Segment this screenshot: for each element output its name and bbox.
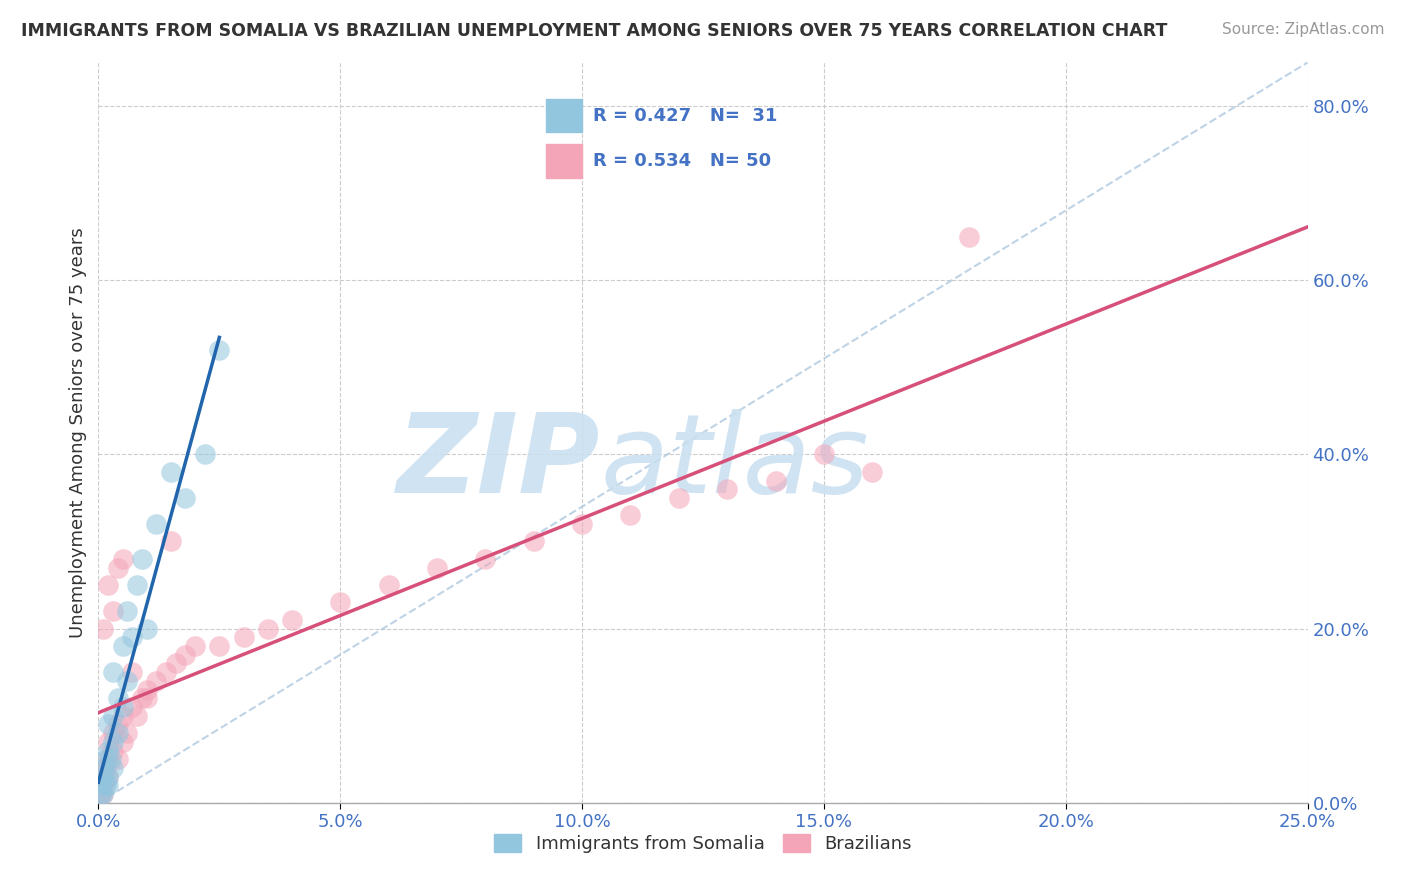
Point (111, 552, 134, 566)
Point (90, 787, 112, 801)
Point (100, 752, 122, 766)
Point (93, 778, 115, 792)
Point (329, 595, 352, 609)
Point (174, 491, 197, 505)
Point (135, 691, 157, 706)
Point (117, 604, 139, 618)
Point (97, 770, 120, 784)
Point (716, 482, 738, 496)
Point (91, 770, 114, 784)
Point (377, 578, 399, 592)
Point (813, 447, 835, 461)
Point (94, 778, 117, 792)
Point (117, 726, 139, 740)
Point (208, 343, 231, 357)
Point (97, 735, 120, 749)
Point (160, 534, 183, 549)
Point (94, 752, 117, 766)
Point (101, 743, 124, 757)
Point (91, 787, 114, 801)
Point (101, 708, 124, 723)
Text: Source: ZipAtlas.com: Source: ZipAtlas.com (1222, 22, 1385, 37)
Point (91, 787, 114, 801)
Point (121, 700, 143, 714)
Point (111, 700, 134, 714)
Point (97, 743, 120, 757)
Point (107, 717, 129, 731)
Point (184, 639, 207, 653)
Point (111, 735, 134, 749)
Text: atlas: atlas (600, 409, 869, 516)
Point (107, 691, 129, 706)
Point (165, 657, 187, 671)
Point (97, 717, 120, 731)
Point (860, 465, 883, 479)
Point (93, 761, 115, 775)
Point (111, 708, 134, 723)
Point (765, 474, 787, 488)
Point (101, 604, 124, 618)
Point (208, 639, 231, 653)
Y-axis label: Unemployment Among Seniors over 75 years: Unemployment Among Seniors over 75 years (69, 227, 87, 638)
Point (131, 691, 153, 706)
Point (91, 778, 114, 792)
Point (107, 752, 129, 766)
Point (127, 578, 149, 592)
Point (91, 770, 114, 784)
Point (101, 726, 124, 740)
Bar (546, 99, 582, 132)
Point (91, 778, 114, 792)
Point (101, 761, 124, 775)
Point (97, 778, 120, 792)
Text: R = 0.534   N= 50: R = 0.534 N= 50 (593, 152, 772, 169)
Point (127, 708, 149, 723)
Point (957, 229, 980, 244)
Text: IMMIGRANTS FROM SOMALIA VS BRAZILIAN UNEMPLOYMENT AMONG SENIORS OVER 75 YEARS CO: IMMIGRANTS FROM SOMALIA VS BRAZILIAN UNE… (21, 22, 1167, 40)
Point (281, 613, 304, 627)
Point (619, 508, 641, 523)
Point (668, 491, 690, 505)
Point (131, 552, 153, 566)
Point (135, 622, 157, 636)
Point (145, 673, 167, 688)
Point (101, 735, 124, 749)
Bar (546, 145, 582, 178)
Point (91, 622, 114, 636)
Point (90, 787, 112, 801)
Point (101, 665, 124, 680)
Point (571, 517, 593, 532)
Point (474, 552, 496, 566)
Point (107, 560, 129, 574)
Text: ZIP: ZIP (396, 409, 600, 516)
Point (97, 578, 120, 592)
Point (97, 770, 120, 784)
Point (145, 517, 167, 532)
Point (194, 447, 217, 461)
Point (135, 682, 157, 697)
Point (97, 752, 120, 766)
Point (107, 726, 129, 740)
Point (94, 761, 117, 775)
Point (121, 665, 143, 680)
Point (174, 648, 197, 662)
Point (426, 560, 449, 574)
Point (256, 622, 278, 636)
Point (117, 673, 139, 688)
Point (160, 465, 183, 479)
Point (121, 630, 143, 644)
Legend: Immigrants from Somalia, Brazilians: Immigrants from Somalia, Brazilians (486, 827, 920, 861)
Point (523, 534, 546, 549)
Point (232, 630, 254, 644)
Text: R = 0.427   N=  31: R = 0.427 N= 31 (593, 107, 778, 125)
Point (155, 665, 177, 680)
Point (111, 639, 134, 653)
